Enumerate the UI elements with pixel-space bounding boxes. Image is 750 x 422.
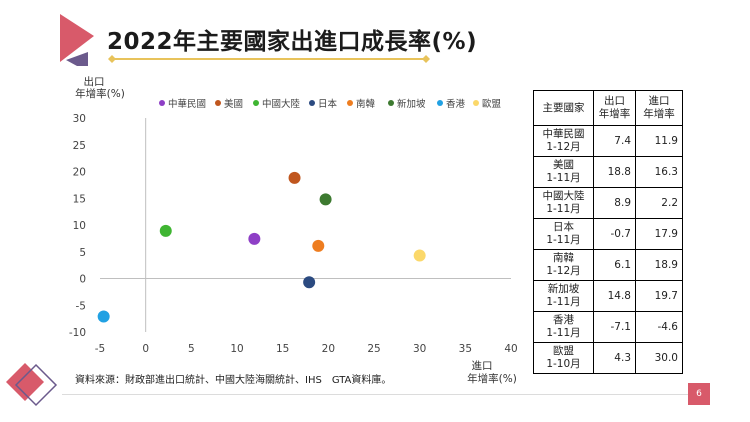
growth-table: 主要國家 出口 年增率 進口 年增率 中華民國 1-12月 7.4 11.9 美國 1… — [533, 90, 683, 374]
x-tick-label: 20 — [322, 343, 335, 355]
legend-label: 中國大陸 — [262, 98, 301, 110]
table-cell-export: 7.4 — [593, 125, 636, 157]
y-tick-label: 30 — [73, 113, 86, 125]
page-number: 6 — [688, 383, 710, 405]
x-tick-label: 30 — [413, 343, 426, 355]
data-point — [159, 224, 172, 237]
legend-label: 新加坡 — [397, 98, 426, 110]
decorative-diamond — [6, 363, 58, 407]
legend-marker — [159, 100, 165, 106]
data-point — [288, 171, 301, 184]
x-tick-label: 25 — [367, 343, 380, 355]
legend-marker — [309, 100, 315, 106]
data-point — [303, 276, 316, 289]
table-header-country: 主要國家 — [533, 90, 594, 126]
x-axis-title: 進口 — [472, 360, 493, 372]
table-cell-country: 香港 1-11月 — [533, 311, 594, 343]
x-tick-label: 5 — [188, 343, 195, 355]
y-tick-label: 15 — [73, 193, 86, 205]
data-point — [97, 310, 110, 323]
x-tick-label: 35 — [459, 343, 472, 355]
table-header-export: 出口 年增率 — [593, 90, 636, 126]
data-point — [413, 249, 426, 262]
table-cell-import: 30.0 — [635, 342, 683, 374]
table-cell-export: 4.3 — [593, 342, 636, 374]
x-tick-label: 10 — [230, 343, 243, 355]
y-axis-title: 年增率(%) — [75, 87, 125, 100]
table-row: 中國大陸 1-11月 8.9 2.2 — [533, 187, 683, 219]
x-tick-label: 40 — [504, 343, 517, 355]
table-cell-country: 美國 1-11月 — [533, 156, 594, 188]
table-row: 歐盟 1-10月 4.3 30.0 — [533, 342, 683, 374]
page-title: 2022年主要國家出進口成長率(%) — [107, 29, 478, 55]
table-cell-import: 18.9 — [635, 249, 683, 281]
table-row: 南韓 1-12月 6.1 18.9 — [533, 249, 683, 281]
y-tick-label: 0 — [79, 274, 86, 286]
table-cell-country: 中國大陸 1-11月 — [533, 187, 594, 219]
x-tick-label: 0 — [142, 343, 149, 355]
table-cell-import: 17.9 — [635, 218, 683, 250]
legend-marker — [253, 100, 259, 106]
table-cell-country: 南韓 1-12月 — [533, 249, 594, 281]
legend-marker — [215, 100, 221, 106]
legend-label: 日本 — [318, 98, 338, 110]
footer-divider — [62, 394, 688, 395]
table-row: 香港 1-11月 -7.1 -4.6 — [533, 311, 683, 343]
legend-marker — [473, 100, 479, 106]
data-point — [248, 232, 261, 245]
y-tick-label: -5 — [76, 300, 86, 312]
legend-marker — [347, 100, 353, 106]
data-point — [312, 239, 325, 252]
table-row: 中華民國 1-12月 7.4 11.9 — [533, 125, 683, 157]
table-cell-export: -0.7 — [593, 218, 636, 250]
y-tick-label: 25 — [73, 140, 86, 152]
table-cell-import: -4.6 — [635, 311, 683, 343]
table-cell-import: 16.3 — [635, 156, 683, 188]
table-cell-export: 6.1 — [593, 249, 636, 281]
legend-marker — [437, 100, 443, 106]
table-cell-country: 新加坡 1-11月 — [533, 280, 594, 312]
table-row: 美國 1-11月 18.8 16.3 — [533, 156, 683, 188]
decorative-triangle — [60, 14, 94, 66]
scatter-chart: -5 0 5 10 15 20 25 30 35 40302520151050-5-10出口年增率… — [69, 75, 518, 385]
table-row: 新加坡 1-11月 14.8 19.7 — [533, 280, 683, 312]
table-cell-export: -7.1 — [593, 311, 636, 343]
table-cell-export: 8.9 — [593, 187, 636, 219]
legend-label: 中華民國 — [168, 98, 206, 110]
x-tick-label: 15 — [276, 343, 289, 355]
x-axis-title: 年增率(%) — [467, 372, 517, 385]
data-point — [319, 193, 332, 206]
legend-marker — [388, 100, 394, 106]
table-cell-import: 2.2 — [635, 187, 683, 219]
table-cell-import: 11.9 — [635, 125, 683, 157]
y-tick-label: -10 — [69, 327, 86, 339]
table-cell-import: 19.7 — [635, 280, 683, 312]
table-cell-country: 歐盟 1-10月 — [533, 342, 594, 374]
table-cell-country: 中華民國 1-12月 — [533, 125, 594, 157]
y-tick-label: 20 — [73, 167, 86, 179]
table-cell-export: 18.8 — [593, 156, 636, 188]
source-note: 資料來源：財政部進出口統計、中國大陸海關統計、IHS GTA資料庫。 — [75, 375, 392, 386]
legend-label: 美國 — [224, 98, 243, 110]
legend-label: 香港 — [446, 98, 466, 110]
x-tick-label: -5 — [95, 343, 105, 355]
table-row: 日本 1-11月 -0.7 17.9 — [533, 218, 683, 250]
table-header-import: 進口 年增率 — [635, 90, 683, 126]
y-axis-title: 出口 — [84, 75, 105, 88]
legend-label: 南韓 — [356, 98, 376, 110]
table-cell-country: 日本 1-11月 — [533, 218, 594, 250]
table-cell-export: 14.8 — [593, 280, 636, 312]
y-tick-label: 5 — [79, 247, 86, 259]
y-tick-label: 10 — [73, 220, 86, 232]
legend-label: 歐盟 — [482, 98, 502, 110]
